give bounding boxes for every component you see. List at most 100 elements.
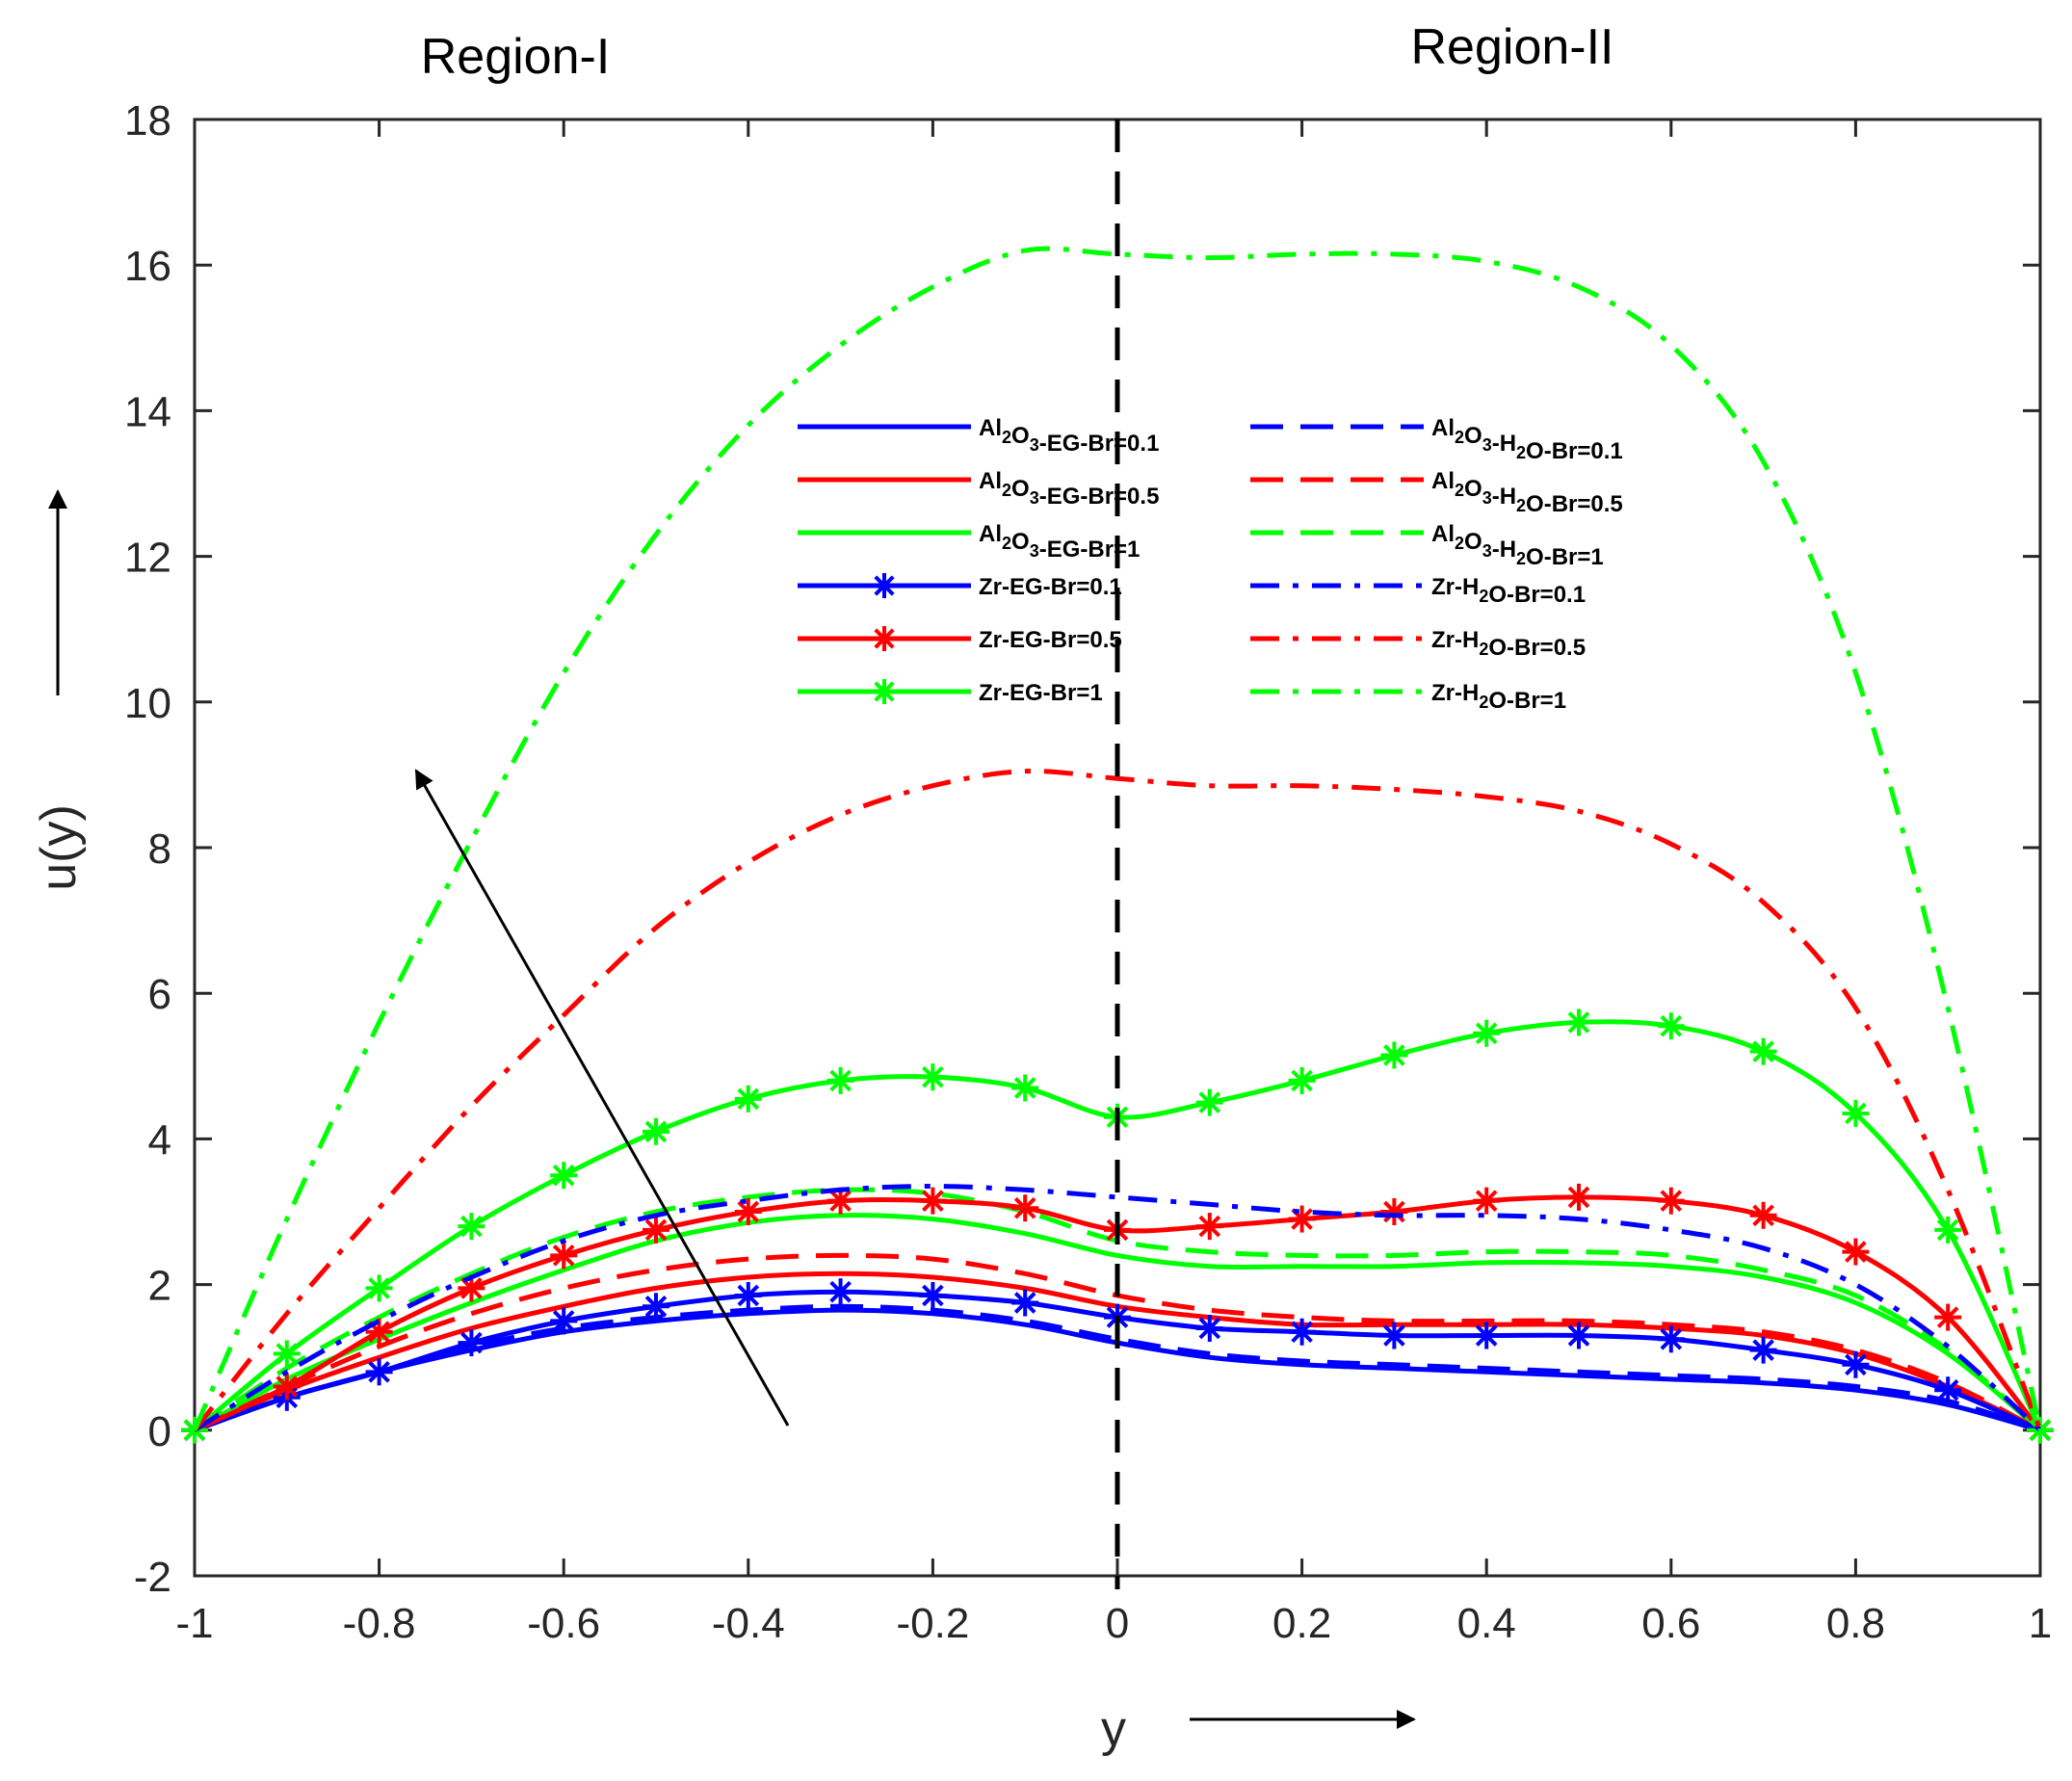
x-tick-label: 0.8 <box>1826 1600 1885 1647</box>
data-point-zr-eg-br-1 <box>273 1340 301 1368</box>
data-point-zr-eg-br-0-5 <box>1380 1198 1408 1225</box>
data-point-zr-eg-br-1 <box>919 1063 947 1091</box>
data-point-zr-eg-br-1 <box>643 1117 669 1145</box>
legend-label: Al2O3-H2O-Br=0.1 <box>1431 415 1623 464</box>
x-tick-label: -0.2 <box>896 1600 969 1647</box>
data-point-zr-eg-br-0-5 <box>1288 1205 1316 1233</box>
data-point-zr-eg-br-0-5 <box>1934 1303 1962 1331</box>
y-tick-label: 6 <box>148 971 171 1018</box>
legend-marker <box>872 573 897 598</box>
data-point-zr-eg-br-0-5 <box>734 1198 762 1225</box>
y-tick-label: 10 <box>124 680 171 727</box>
data-point-zr-eg-br-1 <box>550 1162 578 1190</box>
data-point-zr-eg-br-0-5 <box>273 1373 301 1401</box>
y-tick-label: -2 <box>134 1554 171 1601</box>
data-point-zr-eg-br-0-5 <box>1011 1194 1039 1222</box>
y-axis-title: u(y) <box>31 804 87 891</box>
region-i-label: Region-I <box>421 29 611 85</box>
data-point-zr-eg-br-1 <box>734 1085 762 1113</box>
data-point-zr-eg-br-0-1 <box>826 1278 854 1306</box>
x-tick-label: -0.6 <box>527 1600 600 1647</box>
data-point-zr-eg-br-1 <box>1749 1037 1777 1065</box>
data-point-zr-eg-br-0-5 <box>365 1318 393 1346</box>
y-tick-label: 0 <box>148 1408 171 1455</box>
data-point-zr-eg-br-0-1 <box>919 1281 947 1309</box>
legend-label: Zr-EG-Br=1 <box>979 680 1103 706</box>
legend-label: Zr-H2O-Br=0.1 <box>1431 574 1586 608</box>
y-tick-label: 12 <box>124 535 171 582</box>
legend-label: Al2O3-H2O-Br=1 <box>1431 521 1604 570</box>
x-tick-label: -0.8 <box>343 1600 416 1647</box>
data-point-zr-eg-br-0-1 <box>643 1293 669 1321</box>
x-axis-title: y <box>1101 1701 1126 1757</box>
legend: Al2O3-EG-Br=0.1 Al2O3-EG-Br=0.5 Al2O3-EG-B… <box>798 415 1623 714</box>
series-line-zr-h2o-br-1 <box>192 246 2043 1431</box>
x-tick-label: 0.6 <box>1641 1600 1700 1647</box>
legend-marker <box>872 679 897 704</box>
data-point-zr-eg-br-1 <box>1011 1074 1039 1102</box>
data-point-zr-eg-br-1 <box>1195 1088 1223 1116</box>
data-point-zr-eg-br-0-5 <box>1565 1183 1592 1211</box>
x-tick-label: 0.4 <box>1457 1600 1516 1647</box>
data-point-zr-eg-br-1 <box>1473 1019 1501 1047</box>
data-point-zr-eg-br-0-1 <box>1565 1322 1592 1349</box>
trend-arrow <box>414 769 790 1427</box>
data-point-zr-eg-br-0-5 <box>1473 1187 1501 1215</box>
legend-label: Zr-EG-Br=0.1 <box>979 574 1122 600</box>
data-point-zr-eg-br-0-5 <box>550 1242 578 1270</box>
legend-marker <box>872 626 897 651</box>
axis-ticks: -1 -0.8 -0.6 -0.4 -0.2 0 0.2 0.4 0.6 0.8 1 -2 0 2 4 6 8 1… <box>124 97 2052 1647</box>
data-point-zr-eg-br-0-1 <box>458 1329 485 1357</box>
legend-label: Zr-H2O-Br=1 <box>1431 680 1566 714</box>
legend-label: Zr-EG-Br=0.5 <box>979 627 1122 653</box>
y-tick-label: 4 <box>148 1116 171 1164</box>
data-point-zr-eg-br-0-5 <box>1195 1213 1223 1241</box>
data-point-zr-eg-br-0-1 <box>1657 1325 1685 1353</box>
data-point-zr-eg-br-1 <box>458 1213 485 1241</box>
legend-label: Al2O3-H2O-Br=0.5 <box>1431 468 1623 517</box>
y-tick-label: 14 <box>124 388 171 435</box>
data-point-zr-eg-br-1 <box>1288 1066 1316 1094</box>
data-point-zr-eg-br-1 <box>1934 1216 1962 1244</box>
x-tick-label: 0 <box>1106 1600 1129 1647</box>
data-point-zr-eg-br-0-1 <box>1473 1322 1501 1349</box>
data-point-zr-eg-br-0-5 <box>1842 1238 1870 1266</box>
y-tick-label: 8 <box>148 825 171 873</box>
data-point-zr-eg-br-0-1 <box>365 1358 393 1386</box>
data-point-zr-eg-br-0-1 <box>1011 1289 1039 1317</box>
data-point-zr-eg-br-0-1 <box>1288 1318 1316 1346</box>
legend-label: Al2O3-EG-Br=0.1 <box>979 415 1159 457</box>
data-point-zr-eg-br-0-1 <box>1842 1350 1870 1378</box>
series-line-zr-h2o-br-0-1 <box>193 1184 2042 1432</box>
data-point-zr-eg-br-0-1 <box>734 1281 762 1309</box>
data-point-zr-eg-br-1 <box>365 1274 393 1302</box>
data-point-zr-eg-br-1 <box>1565 1008 1592 1036</box>
data-point-zr-eg-br-1 <box>826 1066 854 1094</box>
series-line-al2o3-eg-br-1 <box>193 1213 2042 1432</box>
data-point-zr-eg-br-0-5 <box>1749 1201 1777 1229</box>
data-point-zr-eg-br-1 <box>1657 1012 1685 1040</box>
data-point-zr-eg-br-1 <box>1842 1099 1870 1127</box>
legend-label: Al2O3-EG-Br=0.5 <box>979 468 1159 510</box>
legend-label: Al2O3-EG-Br=1 <box>979 521 1140 563</box>
data-point-zr-eg-br-0-5 <box>1657 1187 1685 1215</box>
data-point-zr-eg-br-0-1 <box>1380 1322 1408 1349</box>
x-tick-label: 0.2 <box>1272 1600 1331 1647</box>
data-point-zr-eg-br-0-1 <box>1195 1314 1223 1342</box>
legend-label: Zr-H2O-Br=0.5 <box>1431 627 1586 661</box>
data-point-zr-eg-br-0-1 <box>1934 1376 1962 1404</box>
x-tick-label: -0.4 <box>712 1600 785 1647</box>
y-tick-label: 16 <box>124 243 171 290</box>
data-point-zr-eg-br-0-5 <box>919 1187 947 1215</box>
data-point-zr-eg-br-1 <box>1380 1041 1408 1069</box>
y-tick-label: 2 <box>148 1263 171 1310</box>
data-point-zr-eg-br-0-1 <box>1749 1336 1777 1364</box>
x-tick-label: 1 <box>2029 1600 2052 1647</box>
data-point-zr-eg-br-0-1 <box>550 1307 578 1335</box>
region-ii-label: Region-II <box>1411 19 1614 75</box>
series-line-al2o3-h2o-br-0-1 <box>194 1303 2041 1433</box>
x-tick-label: -1 <box>175 1600 213 1647</box>
data-point-zr-eg-br-0-5 <box>643 1216 669 1244</box>
series-line-zr-h2o-br-0-5 <box>193 768 2043 1432</box>
